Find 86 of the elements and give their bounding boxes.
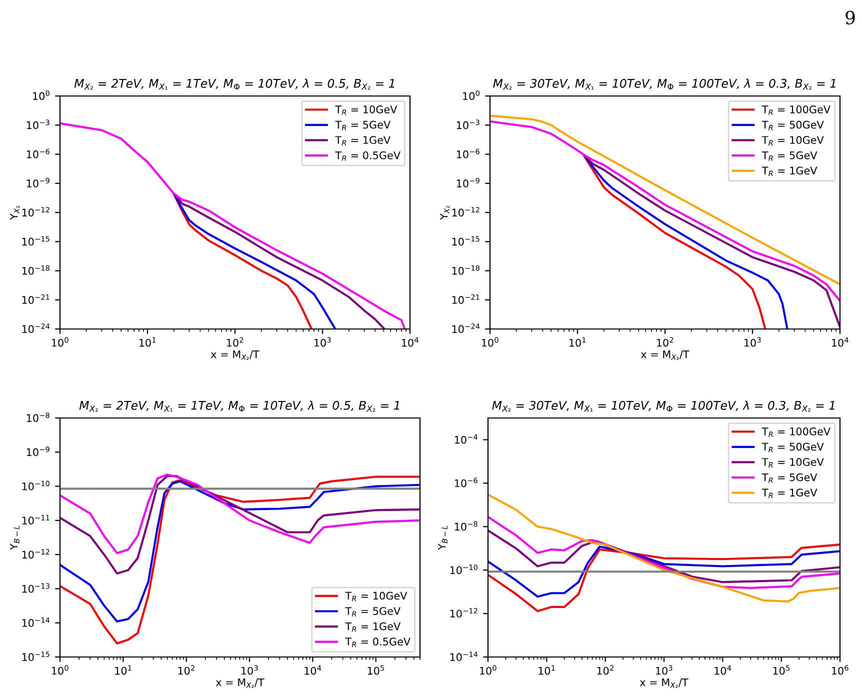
y-tick-label: 10$^{−11}$ bbox=[22, 515, 50, 524]
chart-title: M$_{X₂}$ = 30TeV, M$_{X₁}$ = 10TeV, M$_{Φ}$ = 100TeV, λ = 0.3, B$_{X₂}$ = 1 bbox=[493, 78, 836, 90]
y-tick-label: 10$^{−10}$ bbox=[450, 564, 478, 574]
y-tick-label: 10$^{−24}$ bbox=[452, 323, 480, 334]
x-tick-label: 10$^{2}$ bbox=[656, 337, 674, 347]
y-tick-label: 10$^{−15}$ bbox=[22, 236, 50, 246]
legend-label: T$_{R}$ = 1GeV bbox=[345, 622, 401, 632]
y-tick-label: 10$^{−9}$ bbox=[456, 178, 480, 188]
y-tick-label: 10$^{−3}$ bbox=[26, 120, 50, 130]
x-tick-label: 10$^{5}$ bbox=[773, 665, 790, 675]
x-tick-label: 10$^{5}$ bbox=[368, 665, 384, 675]
y-tick-label: 10$^{−13}$ bbox=[22, 583, 50, 593]
x-tick-label: 10$^{1}$ bbox=[569, 337, 586, 347]
x-tick-label: 10$^{4}$ bbox=[304, 665, 322, 675]
y-tick-label: 10$^{−9}$ bbox=[26, 446, 50, 456]
x-axis-title: x = M$_{X₂}$/T bbox=[216, 678, 264, 688]
legend-label: T$_{R}$ = 100GeV bbox=[762, 105, 830, 115]
x-tick-label: 10$^{4}$ bbox=[714, 665, 732, 675]
y-axis-title: Y$_{B−L}$ bbox=[438, 526, 448, 550]
y-tick-label: 10$^{−24}$ bbox=[22, 323, 50, 334]
y-tick-label: 10$^{−6}$ bbox=[26, 148, 50, 158]
legend-label: T$_{R}$ = 1GeV bbox=[335, 136, 391, 146]
x-axis-title: x = M$_{X₂}$/T bbox=[640, 350, 690, 360]
y-tick-label: 10$^{−15}$ bbox=[452, 236, 480, 246]
legend-label: T$_{R}$ = 0.5GeV bbox=[345, 638, 410, 648]
x-tick-label: 10$^{0}$ bbox=[52, 665, 68, 675]
legend-label: T$_{R}$ = 10GeV bbox=[345, 592, 408, 602]
x-tick-label: 10$^{2}$ bbox=[597, 665, 614, 675]
y-tick-label: 10$^{−12}$ bbox=[22, 549, 50, 559]
y-tick-label: 10$^{−14}$ bbox=[22, 617, 50, 627]
y-tick-label: 10$^{−3}$ bbox=[456, 120, 480, 130]
legend-label: T$_{R}$ = 5GeV bbox=[345, 607, 401, 617]
legend-label: T$_{R}$ = 50GeV bbox=[762, 442, 824, 452]
y-tick-label: 10$^{−12}$ bbox=[22, 206, 50, 217]
y-tick-label: 10$^{0}$ bbox=[33, 90, 50, 100]
legend-label: T$_{R}$ = 5GeV bbox=[762, 473, 818, 483]
x-tick-label: 10$^{2}$ bbox=[178, 665, 194, 675]
y-tick-label: 10$^{−21}$ bbox=[452, 294, 480, 304]
legend-label: T$_{R}$ = 1GeV bbox=[762, 488, 818, 498]
y-tick-label: 10$^{−8}$ bbox=[26, 412, 50, 422]
y-tick-label: 10$^{−12}$ bbox=[450, 608, 478, 618]
chart-title: M$_{X₂}$ = 2TeV, M$_{X₁}$ = 1TeV, M$_{Φ}$ = 10TeV, λ = 0.5, B$_{X₂}$ = 1 bbox=[74, 78, 394, 90]
y-tick-label: 10$^{−12}$ bbox=[452, 206, 480, 217]
x-axis-title: x = M$_{X₂}$/T bbox=[210, 350, 260, 360]
x-tick-label: 10$^{6}$ bbox=[832, 665, 848, 675]
y-tick-label: 10$^{−15}$ bbox=[22, 652, 50, 662]
y-tick-label: 10$^{−9}$ bbox=[26, 178, 50, 188]
y-tick-label: 10$^{−4}$ bbox=[454, 434, 478, 444]
legend-label: T$_{R}$ = 5GeV bbox=[762, 151, 818, 161]
x-tick-label: 10$^{3}$ bbox=[314, 337, 331, 347]
y-tick-label: 10$^{−6}$ bbox=[456, 148, 480, 158]
y-tick-label: 10$^{−14}$ bbox=[450, 652, 478, 662]
x-tick-label: 10$^{2}$ bbox=[226, 337, 244, 347]
y-axis-title: Y$_{X₂}$ bbox=[440, 206, 450, 220]
x-tick-label: 10$^{1}$ bbox=[538, 665, 555, 675]
x-tick-label: 10$^{0}$ bbox=[482, 337, 498, 347]
x-tick-label: 10$^{4}$ bbox=[402, 337, 418, 347]
legend-label: T$_{R}$ = 10GeV bbox=[762, 136, 824, 146]
y-tick-label: 10$^{−18}$ bbox=[452, 265, 480, 275]
chart-title: M$_{X₂}$ = 30TeV, M$_{X₁}$ = 10TeV, M$_{Φ}$ = 100TeV, λ = 0.3, B$_{X₂}$ = 1 bbox=[492, 400, 834, 412]
y-tick-label: 10$^{−6}$ bbox=[454, 478, 478, 488]
y-tick-label: 10$^{−10}$ bbox=[22, 480, 50, 490]
chart-title: M$_{X₂}$ = 2TeV, M$_{X₁}$ = 1TeV, M$_{Φ}$ = 10TeV, λ = 0.5, B$_{X₂}$ = 1 bbox=[79, 400, 400, 412]
legend-label: T$_{R}$ = 100GeV bbox=[762, 427, 830, 437]
legend-label: T$_{R}$ = 50GeV bbox=[762, 120, 824, 130]
x-tick-label: 10$^{0}$ bbox=[52, 337, 68, 347]
y-tick-label: 10$^{0}$ bbox=[463, 90, 480, 100]
x-tick-label: 10$^{3}$ bbox=[656, 665, 672, 675]
legend-label: T$_{R}$ = 1GeV bbox=[762, 166, 818, 176]
legend-label: T$_{R}$ = 10GeV bbox=[762, 458, 824, 468]
x-axis-title: x = M$_{X₂}$/T bbox=[640, 678, 688, 688]
x-tick-label: 10$^{3}$ bbox=[241, 665, 258, 675]
x-tick-label: 10$^{3}$ bbox=[744, 337, 761, 347]
legend-label: T$_{R}$ = 5GeV bbox=[335, 120, 391, 130]
y-tick-label: 10$^{−8}$ bbox=[454, 521, 478, 531]
y-tick-label: 10$^{−21}$ bbox=[22, 294, 50, 304]
legend-label: T$_{R}$ = 0.5GeV bbox=[335, 151, 400, 161]
legend-label: T$_{R}$ = 10GeV bbox=[335, 105, 398, 115]
y-axis-title: Y$_{X₂}$ bbox=[10, 206, 20, 220]
y-tick-label: 10$^{−18}$ bbox=[22, 265, 50, 275]
x-tick-label: 10$^{4}$ bbox=[832, 337, 848, 347]
x-tick-label: 10$^{0}$ bbox=[480, 665, 496, 675]
y-axis-title: Y$_{B−L}$ bbox=[10, 526, 20, 550]
x-tick-label: 10$^{1}$ bbox=[115, 665, 132, 675]
text: 9 bbox=[846, 10, 855, 24]
x-tick-label: 10$^{1}$ bbox=[139, 337, 156, 347]
